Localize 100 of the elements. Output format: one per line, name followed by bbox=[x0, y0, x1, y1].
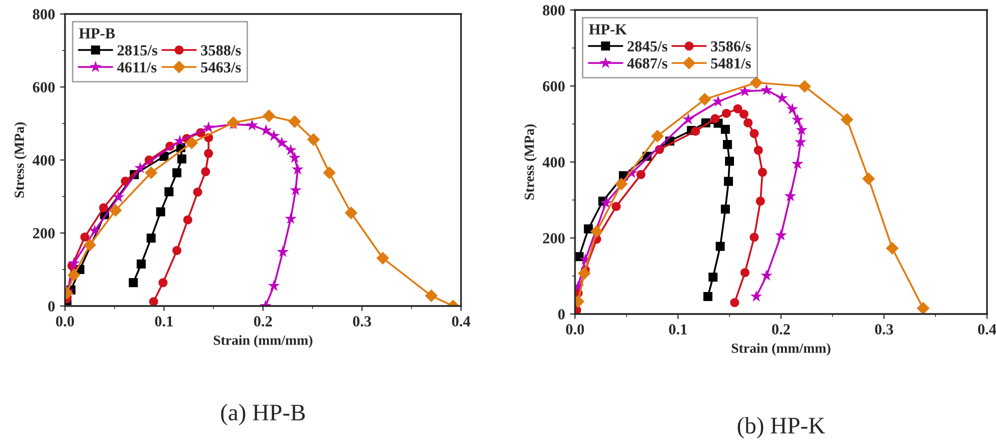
point bbox=[744, 118, 753, 128]
point bbox=[136, 260, 146, 269]
x-tick-label: 0.2 bbox=[254, 316, 272, 327]
point bbox=[83, 238, 96, 252]
y-tick-label: 800 bbox=[32, 9, 55, 20]
point bbox=[733, 104, 742, 114]
point bbox=[284, 212, 297, 224]
text: (a) HP-B bbox=[221, 404, 305, 426]
legend-label: 5463/s bbox=[201, 62, 241, 73]
point bbox=[776, 92, 788, 104]
point bbox=[204, 148, 214, 158]
legend-label: 4611/s bbox=[117, 62, 156, 73]
point bbox=[99, 203, 108, 212]
point bbox=[775, 229, 787, 240]
y-tick-label: 600 bbox=[542, 81, 565, 92]
x-axis-title: Strain (mm/mm) bbox=[214, 335, 312, 348]
point bbox=[750, 232, 759, 242]
point bbox=[578, 266, 591, 280]
point bbox=[600, 196, 612, 208]
point bbox=[158, 278, 168, 288]
point bbox=[724, 176, 733, 186]
y-tick-label: 200 bbox=[543, 233, 565, 244]
point bbox=[720, 204, 730, 214]
legend-label: 3588/s bbox=[201, 45, 241, 56]
point bbox=[268, 280, 280, 291]
point bbox=[784, 190, 796, 202]
point bbox=[758, 168, 767, 177]
point bbox=[80, 232, 90, 242]
point bbox=[68, 268, 80, 282]
point bbox=[792, 114, 804, 125]
point bbox=[740, 268, 750, 278]
point bbox=[750, 76, 763, 89]
legend-label: 5481/s bbox=[711, 58, 751, 69]
point bbox=[712, 95, 724, 107]
point bbox=[786, 102, 798, 114]
point bbox=[193, 188, 202, 197]
point bbox=[708, 272, 718, 282]
point bbox=[177, 154, 186, 164]
point bbox=[288, 152, 301, 163]
y-axis-title: Stress (MPa) bbox=[14, 122, 27, 198]
point bbox=[149, 297, 158, 306]
point bbox=[172, 168, 182, 178]
point bbox=[750, 290, 762, 302]
point bbox=[344, 206, 358, 220]
point bbox=[284, 144, 297, 156]
x-tick-label: 0.3 bbox=[353, 316, 372, 327]
point bbox=[276, 136, 288, 148]
point bbox=[756, 196, 765, 206]
point bbox=[260, 124, 272, 136]
y-tick-label: 0 bbox=[48, 301, 55, 312]
point bbox=[760, 84, 773, 96]
point bbox=[164, 187, 174, 196]
point bbox=[612, 202, 621, 211]
point bbox=[172, 246, 182, 256]
point bbox=[703, 292, 712, 302]
point bbox=[424, 289, 438, 302]
point bbox=[590, 225, 604, 238]
point bbox=[174, 134, 186, 146]
point bbox=[750, 128, 759, 138]
point bbox=[376, 252, 390, 265]
point bbox=[185, 136, 198, 150]
point bbox=[862, 172, 875, 186]
point bbox=[202, 121, 214, 133]
x-axis-title: Strain (mm/mm) bbox=[732, 343, 830, 356]
point bbox=[201, 167, 210, 176]
point bbox=[798, 80, 812, 93]
x-tick-label: 0.4 bbox=[452, 316, 470, 327]
point bbox=[796, 124, 808, 136]
point bbox=[322, 166, 336, 180]
text: (b) HP-K bbox=[738, 416, 826, 438]
x-tick-label: 0.0 bbox=[56, 316, 74, 327]
y-tick-label: 400 bbox=[542, 157, 565, 168]
point bbox=[144, 166, 158, 180]
point bbox=[739, 110, 748, 119]
y-tick-label: 200 bbox=[33, 228, 55, 238]
y-tick-label: 0 bbox=[558, 309, 565, 320]
point bbox=[88, 224, 101, 236]
point bbox=[690, 126, 700, 136]
point bbox=[794, 136, 807, 148]
point bbox=[307, 133, 320, 146]
point bbox=[710, 114, 720, 124]
point bbox=[584, 224, 593, 234]
point bbox=[754, 146, 763, 155]
point bbox=[722, 140, 732, 150]
point bbox=[792, 158, 804, 169]
point bbox=[636, 170, 646, 180]
point bbox=[886, 242, 899, 255]
y-tick-label: 800 bbox=[542, 5, 565, 16]
point bbox=[246, 119, 258, 130]
y-axis-title: Stress (MPa) bbox=[524, 124, 537, 200]
point bbox=[698, 92, 712, 106]
point bbox=[290, 184, 302, 196]
point bbox=[262, 109, 276, 122]
x-tick-label: 0.3 bbox=[875, 324, 894, 335]
point bbox=[288, 115, 302, 128]
point bbox=[146, 234, 156, 243]
x-tick-label: 0.4 bbox=[978, 324, 996, 335]
x-tick-label: 0.1 bbox=[155, 316, 173, 327]
legend-label: 3586/s bbox=[711, 41, 751, 52]
point bbox=[614, 178, 628, 190]
